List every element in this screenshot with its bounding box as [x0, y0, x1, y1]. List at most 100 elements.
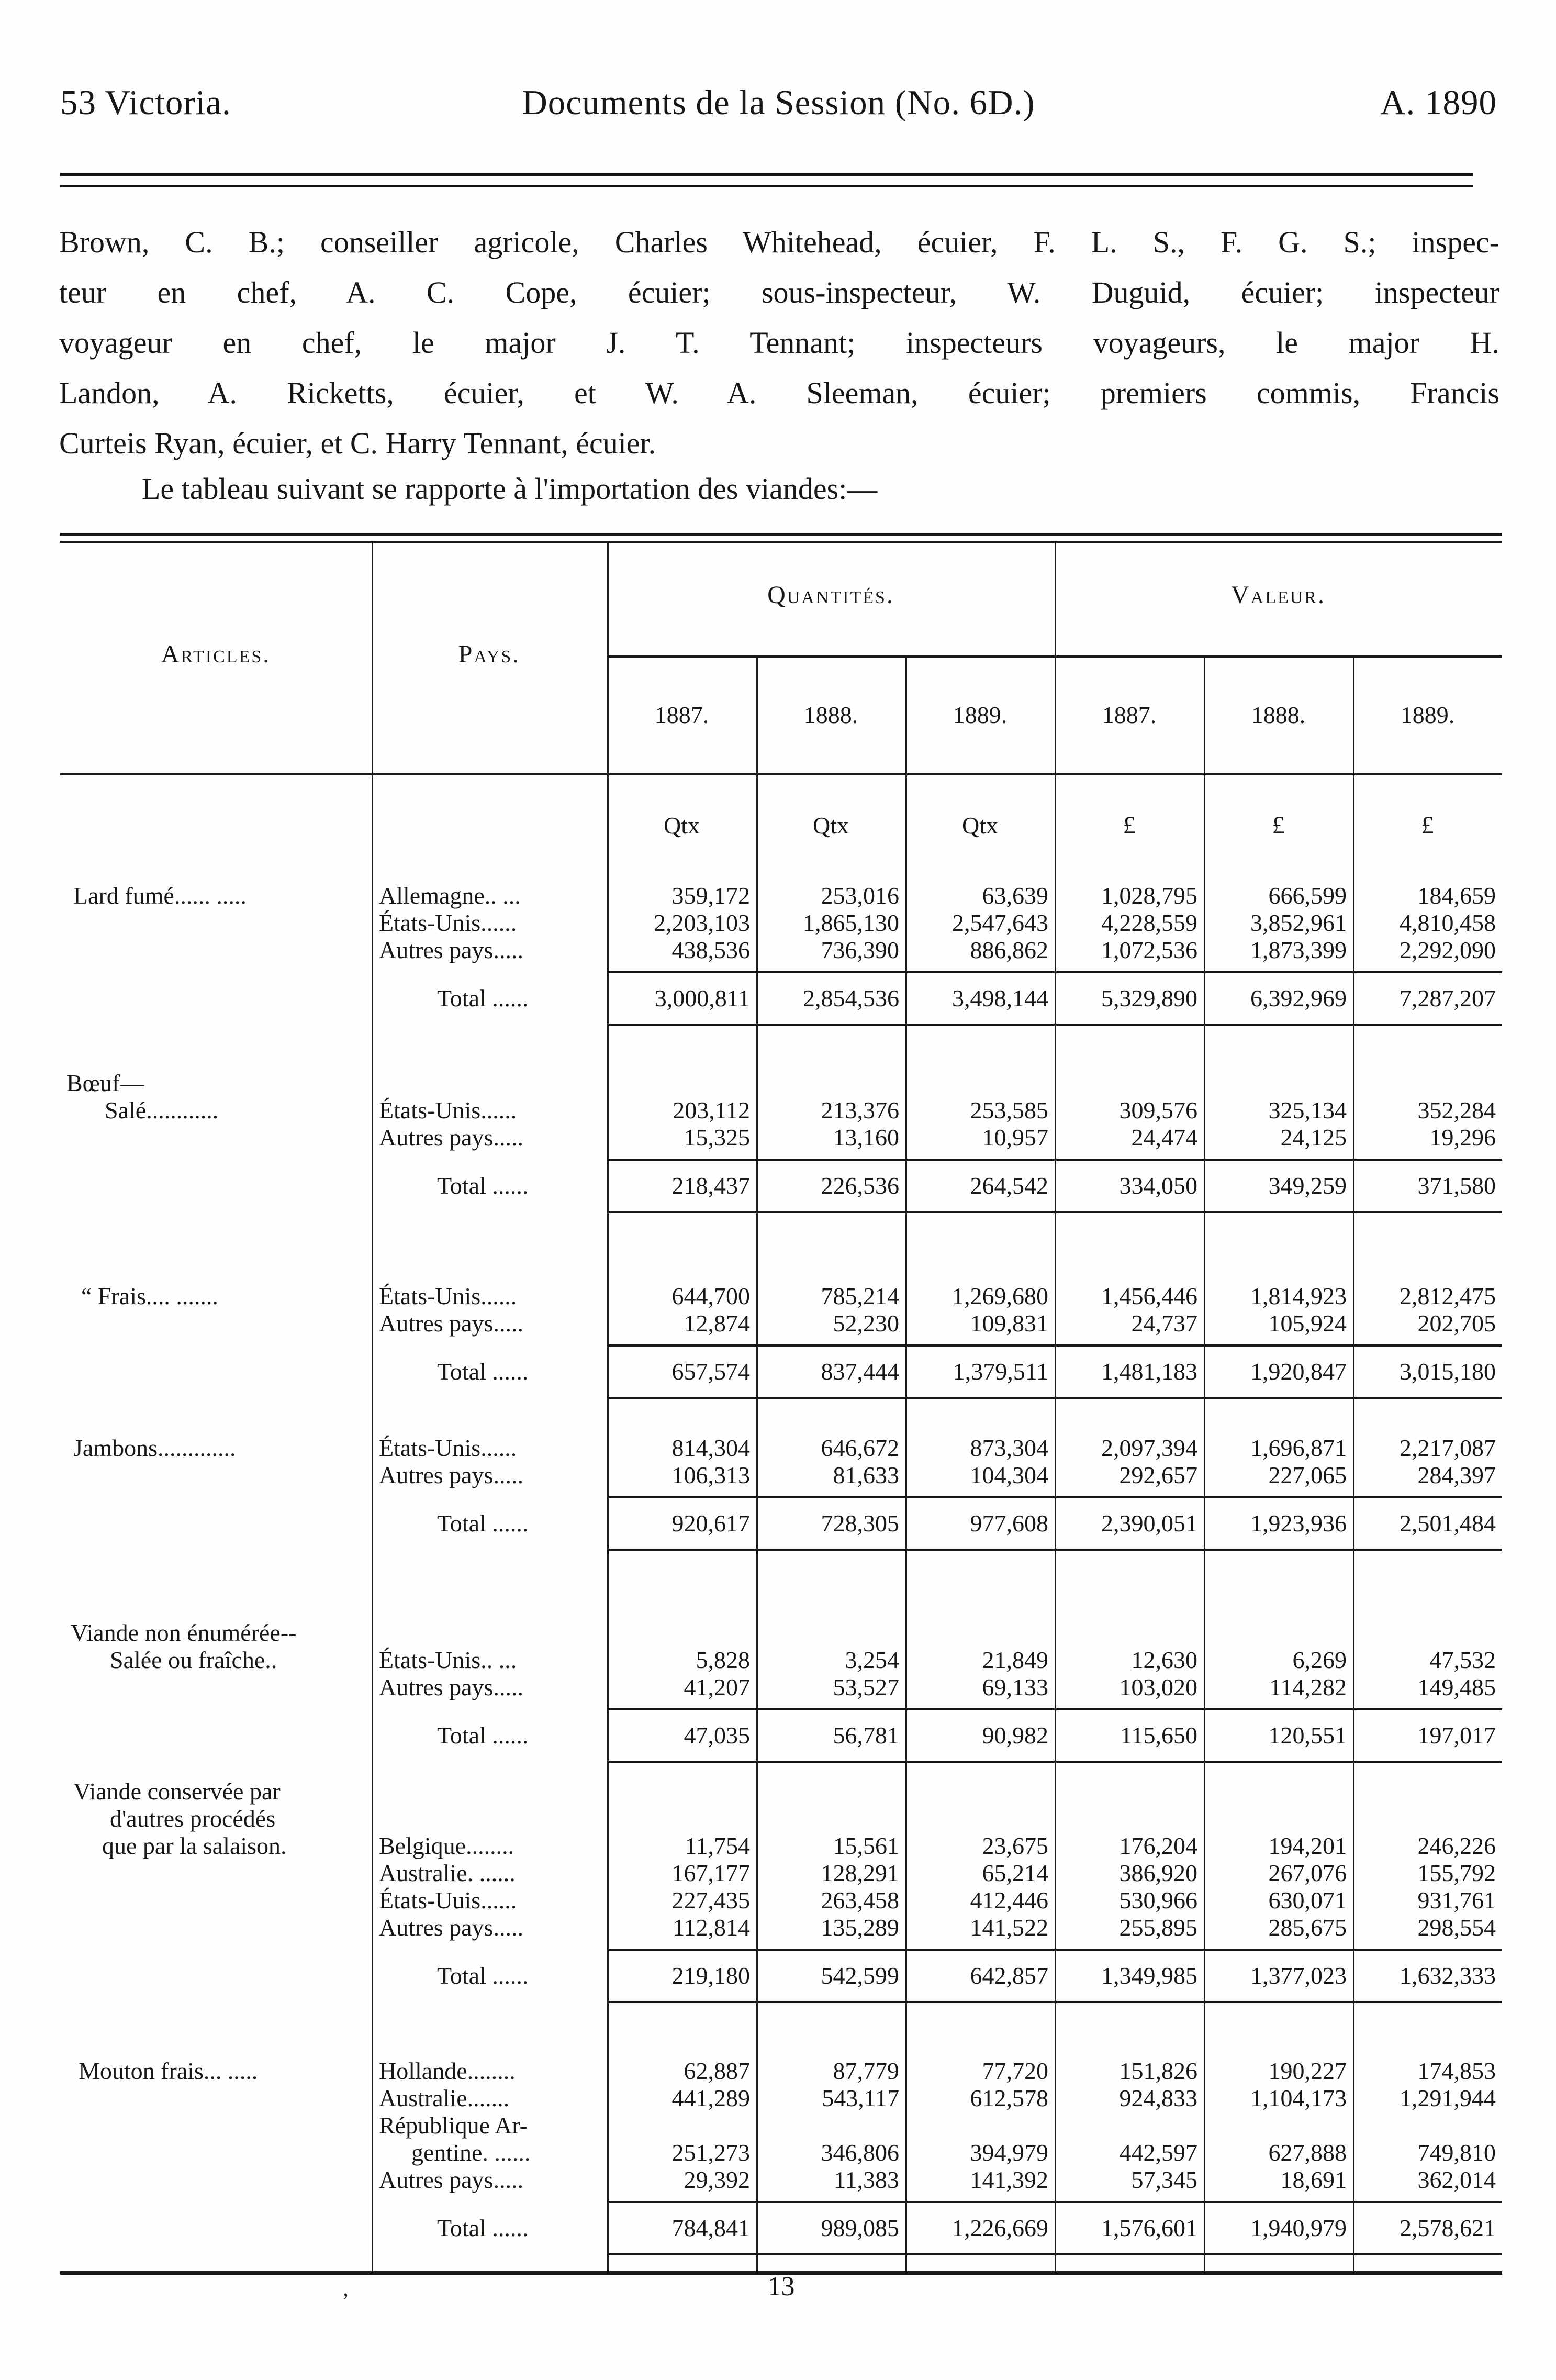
article-group: Bœuf— Salé............ États-Unis...... 203… [60, 1070, 1502, 1213]
total-value-cell: 2,501,484 [1400, 1510, 1496, 1537]
year-header: 1888. [1251, 702, 1306, 728]
country-row: États-Unis...... 814,304 646,672 873,304 2,0… [372, 1434, 1502, 1462]
paragraph-line: voyageur en chef, le major J. T. Tennant… [59, 326, 1499, 360]
value-cell: 15,561 [833, 1832, 900, 1859]
running-header: 53 Victoria. Documents de la Session (No… [60, 83, 1497, 123]
value-cell: 785,214 [821, 1283, 900, 1309]
value-cell: 612,578 [970, 2085, 1049, 2111]
value-cell: 105,924 [1268, 1310, 1347, 1337]
value-cell: 442,597 [1119, 2139, 1198, 2166]
value-cell: 292,657 [1119, 1462, 1198, 1488]
article-group: Lard fumé...... ..... Allemagne.. ... 359,… [60, 882, 1502, 1026]
column-divider [756, 655, 758, 773]
value-cell: 2,097,394 [1101, 1434, 1197, 1461]
total-value-cell: 47,035 [684, 1722, 751, 1749]
value-cell: 77,720 [982, 2058, 1049, 2084]
column-divider [1055, 543, 1056, 773]
value-cell: 1,269,680 [952, 1283, 1048, 1309]
year-header: 1887. [654, 702, 709, 728]
article-cell: Viande conservée par d'autres procédés que… [60, 1778, 372, 1914]
country-row: Australie....... 441,289 543,117 612,578 924… [372, 2085, 1502, 2112]
value-cell: 53,527 [833, 1674, 900, 1700]
value-cell: 227,435 [671, 1887, 751, 1914]
value-cell: 1,104,173 [1250, 2085, 1347, 2111]
total-row: Total ...... 47,035 56,781 90,982 115,650 120… [372, 1722, 1502, 1749]
total-value-cell: 920,617 [671, 1510, 751, 1537]
value-cell: 873,304 [970, 1434, 1049, 1461]
country-label: Autres pays..... [372, 1124, 607, 1151]
value-cell: 630,071 [1268, 1887, 1347, 1914]
value-cell: 62,887 [684, 2058, 751, 2084]
scan-artifact-mark: , [343, 2275, 349, 2301]
country-label: Hollande........ [372, 2058, 607, 2085]
total-value-cell: 837,444 [821, 1358, 900, 1385]
table-body: Qtx Qtx Qtx £ £ £ Lard fumé...... ..... A… [60, 775, 1502, 2271]
country-row: États-Unis...... 203,112 213,376 253,585 309… [372, 1097, 1502, 1124]
value-cell: 29,392 [684, 2166, 751, 2193]
value-cell: 194,201 [1268, 1832, 1347, 1859]
country-label-line: Belgique........ [379, 1832, 514, 1859]
unit-label: £ [1272, 811, 1285, 839]
value-cell: 1,028,795 [1101, 882, 1197, 909]
article-group: “ Frais.... ....... États-Unis...... 644,7… [60, 1283, 1502, 1399]
total-value-cell: 219,180 [671, 1962, 751, 1989]
column-divider [905, 655, 907, 773]
country-label-line: États-Unis.. ... [379, 1647, 517, 1673]
column-divider [1055, 775, 1056, 2271]
value-cell: 1,865,130 [803, 909, 899, 936]
total-value-cell: 226,536 [821, 1172, 900, 1199]
article-lines: “ Frais.... ....... [60, 1283, 372, 1310]
value-cell: 12,630 [1131, 1647, 1198, 1673]
unit-label: Qtx [962, 812, 998, 839]
total-value-cell: 120,551 [1268, 1722, 1347, 1749]
value-cell: 69,133 [982, 1674, 1049, 1700]
column-divider [1204, 775, 1205, 2271]
country-label-line: États-Unis...... [379, 1434, 517, 1461]
value-cell: 47,532 [1429, 1647, 1496, 1673]
column-divider [1204, 655, 1205, 773]
article-group: Jambons............. États-Unis...... 814,… [60, 1434, 1502, 1551]
total-label: Total ...... [437, 2215, 529, 2241]
header-volume: 53 Victoria. [60, 83, 231, 122]
value-cell: 2,292,090 [1400, 937, 1496, 963]
value-cell: 106,313 [671, 1462, 751, 1488]
country-label-line: Autres pays..... [379, 1914, 523, 1941]
article-label-line: d'autres procédés [110, 1805, 276, 1832]
value-cell: 359,172 [671, 882, 751, 909]
total-label: Total ...... [437, 985, 529, 1011]
units-row: Qtx Qtx Qtx £ £ £ [60, 775, 1502, 839]
value-cell: 109,831 [970, 1310, 1049, 1337]
value-cell: 2,203,103 [654, 909, 750, 936]
intro-line: Le tableau suivant se rapporte à l'impor… [142, 472, 878, 506]
country-label-line: Hollande........ [379, 2058, 516, 2084]
value-cell: 141,392 [970, 2166, 1049, 2193]
value-cell: 325,134 [1268, 1097, 1347, 1124]
article-label-line: que par la salaison. [102, 1832, 287, 1859]
value-cell: 736,390 [821, 937, 900, 963]
total-value-cell: 115,650 [1120, 1722, 1197, 1749]
value-cell: 627,888 [1268, 2139, 1347, 2166]
paragraph-line: Curteis Ryan, écuier, et C. Harry Tennan… [59, 426, 656, 460]
total-value-cell: 334,050 [1119, 1172, 1198, 1199]
total-value-cell: 1,920,847 [1250, 1358, 1347, 1385]
total-value-cell: 218,437 [671, 1172, 751, 1199]
column-divider [372, 775, 373, 2271]
group-rows: Hollande........ 62,887 87,779 77,720 151,82… [372, 2058, 1502, 2255]
value-cell: 24,737 [1131, 1310, 1198, 1337]
value-cell: 81,633 [833, 1462, 900, 1488]
value-cell: 6,269 [1292, 1647, 1347, 1673]
value-cell: 666,599 [1268, 882, 1347, 909]
value-cell: 263,458 [821, 1887, 900, 1914]
total-label: Total ...... [437, 1358, 529, 1385]
total-row: Total ...... 784,841 989,085 1,226,669 1,576… [372, 2215, 1502, 2242]
country-row: République Ar-gentine. ...... 251,273 346,… [372, 2112, 1502, 2166]
column-header-quantites: Quantités. [767, 581, 894, 609]
total-value-cell: 642,857 [970, 1962, 1049, 1989]
group-rows: États-Unis.. ... 5,828 3,254 21,849 12,630 6,… [372, 1647, 1502, 1763]
country-row: Autres pays..... 112,814 135,289 141,522 255… [372, 1914, 1502, 1941]
paragraph-line: teur en chef, A. C. Cope, écuier; sous-i… [59, 275, 1499, 309]
value-cell: 174,853 [1417, 2058, 1496, 2084]
article-lines: Viande conservée par d'autres procédés que… [60, 1778, 372, 1860]
value-cell: 11,383 [834, 2166, 899, 2193]
